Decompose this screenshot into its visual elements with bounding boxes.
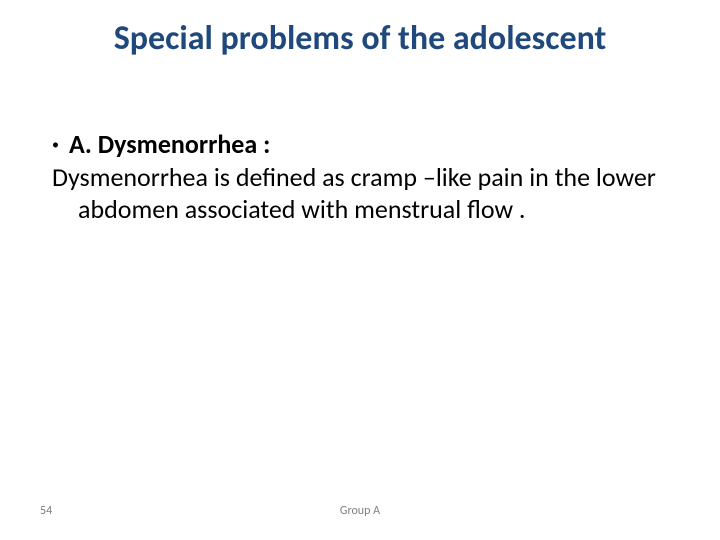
- body-area: • A. Dysmenorrhea : Dysmenorrhea is defi…: [52, 128, 668, 225]
- footer-center: Group A: [0, 504, 720, 518]
- bullet-text: A. Dysmenorrhea :: [69, 128, 270, 160]
- slide-title: Special problems of the adolescent: [0, 18, 720, 59]
- slide: Special problems of the adolescent • A. …: [0, 0, 720, 540]
- body-paragraph: Dysmenorrhea is defined as cramp –like p…: [52, 162, 668, 225]
- bullet-item: • A. Dysmenorrhea :: [52, 128, 668, 160]
- bullet-marker: •: [52, 138, 59, 152]
